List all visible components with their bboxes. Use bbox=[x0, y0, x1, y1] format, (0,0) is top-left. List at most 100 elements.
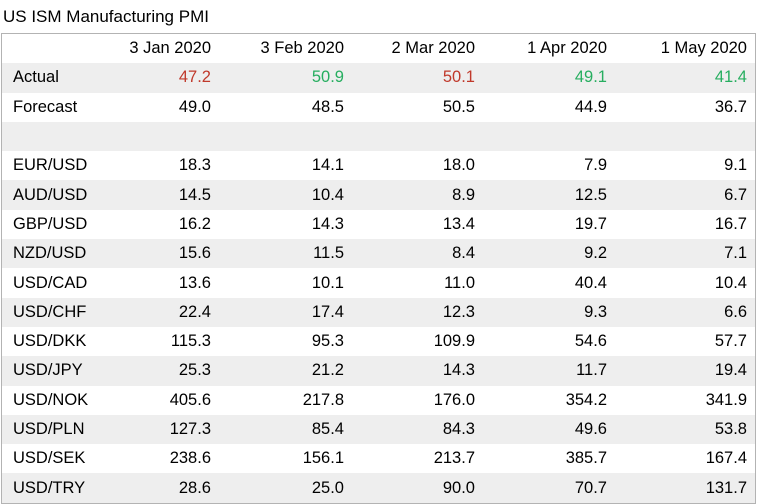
table-row: USD/CAD 13.6 10.1 11.0 40.4 10.4 bbox=[2, 268, 755, 297]
forecast-value: 48.5 bbox=[311, 97, 344, 116]
pair-value: 12.5 bbox=[574, 185, 607, 204]
pair-value: 115.3 bbox=[170, 332, 211, 351]
pair-value: 14.3 bbox=[311, 214, 344, 233]
pair-value: 127.3 bbox=[169, 420, 211, 438]
pair-value: 213.7 bbox=[433, 449, 475, 468]
pair-value: 10.4 bbox=[311, 185, 344, 204]
pair-value: 90.0 bbox=[442, 478, 475, 497]
pair-value: 12.3 bbox=[442, 302, 475, 321]
pair-value: 238.6 bbox=[169, 449, 211, 468]
row-label: Forecast bbox=[13, 97, 78, 116]
pair-value: 14.1 bbox=[311, 156, 344, 175]
pair-value: 18.0 bbox=[442, 156, 475, 175]
actual-value: 47.2 bbox=[178, 68, 211, 87]
pair-value: 95.3 bbox=[311, 332, 344, 351]
header-cell-date: 3 Jan 2020 bbox=[129, 39, 211, 58]
pair-value: 11.5 bbox=[313, 244, 344, 263]
pair-value: 53.8 bbox=[714, 420, 747, 438]
pair-value: 156.1 bbox=[302, 449, 344, 468]
pair-value: 10.1 bbox=[311, 273, 344, 292]
pair-value: 57.7 bbox=[714, 332, 747, 351]
pair-label: USD/NOK bbox=[13, 390, 89, 409]
pair-label: EUR/USD bbox=[13, 156, 88, 175]
pair-value: 167.4 bbox=[705, 449, 747, 468]
table-row: EUR/USD 18.3 14.1 18.0 7.9 9.1 bbox=[2, 151, 755, 180]
pair-label: USD/SEK bbox=[13, 449, 86, 468]
pair-value: 28.6 bbox=[178, 478, 211, 497]
row-label: Actual bbox=[13, 68, 59, 87]
pair-value: 14.5 bbox=[178, 185, 211, 204]
pair-value: 19.7 bbox=[574, 214, 607, 233]
pair-label: USD/DKK bbox=[13, 332, 87, 351]
table-row: GBP/USD 16.2 14.3 13.4 19.7 16.7 bbox=[2, 210, 755, 239]
pair-value: 8.9 bbox=[452, 185, 475, 204]
pair-value: 9.1 bbox=[724, 156, 747, 175]
pair-value: 9.3 bbox=[584, 302, 607, 321]
table-row: USD/TRY 28.6 25.0 90.0 70.7 131.7 bbox=[2, 473, 755, 503]
pair-value: 341.9 bbox=[705, 390, 747, 409]
pair-label: USD/CAD bbox=[13, 273, 88, 292]
table-row: USD/JPY 25.3 21.2 14.3 11.7 19.4 bbox=[2, 356, 755, 386]
pair-value: 22.4 bbox=[178, 302, 211, 321]
pair-value: 25.3 bbox=[178, 361, 211, 380]
pair-value: 84.3 bbox=[442, 420, 475, 438]
table-row: USD/SEK 238.6 156.1 213.7 385.7 167.4 bbox=[2, 444, 755, 473]
currency-pair-rows: EUR/USD 18.3 14.1 18.0 7.9 9.1 AUD/USD 14.5 10.4… bbox=[2, 151, 755, 503]
pair-value: 21.2 bbox=[311, 361, 344, 380]
pair-value: 16.7 bbox=[714, 214, 747, 233]
pair-value: 6.7 bbox=[724, 185, 747, 204]
pmi-table: 3 Jan 2020 3 Feb 2020 2 Mar 2020 1 Apr 2… bbox=[1, 33, 756, 504]
pair-label: AUD/USD bbox=[13, 185, 88, 204]
pair-value: 109.9 bbox=[433, 332, 475, 351]
table-row: USD/CHF 22.4 17.4 12.3 9.3 6.6 bbox=[2, 297, 755, 327]
table-title: US ISM Manufacturing PMI bbox=[3, 7, 209, 26]
pair-value: 25.0 bbox=[311, 478, 344, 497]
pair-value: 9.2 bbox=[584, 244, 607, 263]
pair-value: 354.2 bbox=[565, 390, 607, 409]
pair-value: 70.7 bbox=[574, 478, 607, 497]
header-cell-date: 1 Apr 2020 bbox=[527, 39, 607, 58]
pair-value: 13.4 bbox=[442, 214, 475, 233]
pair-value: 176.0 bbox=[433, 390, 475, 409]
pair-value: 40.4 bbox=[574, 273, 607, 292]
forecast-value: 44.9 bbox=[574, 97, 607, 116]
table-row: AUD/USD 14.5 10.4 8.9 12.5 6.7 bbox=[2, 180, 755, 210]
pair-value: 19.4 bbox=[714, 361, 747, 380]
header-cell-date: 2 Mar 2020 bbox=[391, 39, 475, 58]
pair-label: USD/PLN bbox=[13, 420, 85, 438]
table-row: USD/DKK 115.3 95.3 109.9 54.6 57.7 bbox=[2, 327, 755, 356]
pair-label: USD/CHF bbox=[13, 302, 87, 321]
table-row: USD/NOK 405.6 217.8 176.0 354.2 341.9 bbox=[2, 386, 755, 415]
header-row: 3 Jan 2020 3 Feb 2020 2 Mar 2020 1 Apr 2… bbox=[2, 34, 755, 64]
pair-value: 49.6 bbox=[574, 420, 607, 438]
table-row: USD/PLN 127.3 85.4 84.3 49.6 53.8 bbox=[2, 414, 755, 445]
pair-value: 16.2 bbox=[178, 214, 211, 233]
header-cell-date: 3 Feb 2020 bbox=[260, 39, 344, 58]
pair-value: 385.7 bbox=[565, 449, 607, 468]
pair-value: 54.6 bbox=[574, 332, 607, 351]
pair-value: 18.3 bbox=[178, 156, 211, 175]
pair-value: 14.3 bbox=[442, 361, 475, 380]
actual-row: Actual 47.2 50.9 50.1 49.1 41.4 bbox=[2, 63, 755, 93]
pair-label: USD/TRY bbox=[13, 478, 86, 497]
forecast-value: 50.5 bbox=[442, 97, 475, 116]
pair-value: 131.7 bbox=[705, 478, 747, 497]
actual-value: 50.9 bbox=[311, 68, 344, 87]
pair-value: 6.6 bbox=[724, 302, 747, 321]
pair-value: 11.7 bbox=[576, 361, 607, 380]
pair-value: 7.9 bbox=[584, 156, 607, 175]
spacer-row bbox=[2, 121, 755, 152]
forecast-row: Forecast 49.0 48.5 50.5 44.9 36.7 bbox=[2, 93, 755, 122]
pair-label: USD/JPY bbox=[13, 361, 83, 380]
actual-value: 41.4 bbox=[714, 68, 747, 87]
pair-value: 7.1 bbox=[724, 244, 747, 263]
pair-value: 15.6 bbox=[178, 244, 211, 263]
pair-value: 8.4 bbox=[452, 244, 475, 263]
actual-value: 49.1 bbox=[574, 68, 607, 87]
pair-value: 405.6 bbox=[169, 390, 211, 409]
forecast-value: 36.7 bbox=[714, 97, 747, 116]
pair-value: 11.0 bbox=[444, 273, 475, 292]
pair-value: 13.6 bbox=[178, 273, 211, 292]
pair-value: 17.4 bbox=[311, 302, 344, 321]
pair-value: 217.8 bbox=[302, 390, 344, 409]
